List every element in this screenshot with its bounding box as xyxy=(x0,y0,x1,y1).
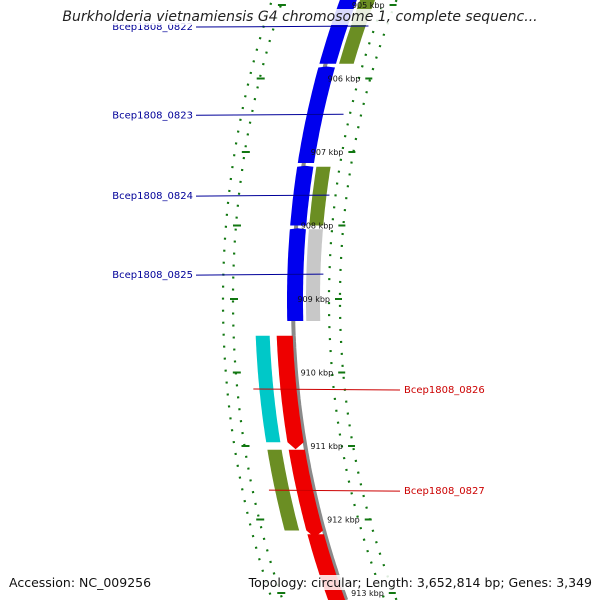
gene-label-leader xyxy=(195,113,344,116)
gene-label-leader xyxy=(253,388,401,391)
ruler-tick-label: 905 kbp xyxy=(352,1,385,10)
accession-text: Accession: NC_009256 xyxy=(9,575,152,590)
dotted-guide-line xyxy=(338,0,398,600)
gc-segment xyxy=(309,166,331,226)
map-title: Burkholderia vietnamiensis G4 chromosome… xyxy=(0,9,600,25)
gene-label-leader xyxy=(195,273,324,276)
cds-feature[interactable] xyxy=(288,449,323,538)
gene-label[interactable]: Bcep1808_0827 xyxy=(404,486,485,497)
ruler-tick-label: 911 kbp xyxy=(310,442,343,451)
cds-feature[interactable] xyxy=(276,335,304,450)
gene-label[interactable]: Bcep1808_0826 xyxy=(404,385,485,396)
gene-label[interactable]: Bcep1808_0822 xyxy=(112,22,193,33)
dotted-guide-line xyxy=(231,0,284,600)
dotted-guides xyxy=(221,0,398,600)
ruler-tick-label: 908 kbp xyxy=(301,222,334,231)
map-title-text: Burkholderia vietnamiensis G4 chromosome… xyxy=(58,9,542,25)
gene-labels: Bcep1808_0822 Bcep1808_0823 Bcep1808_0824 B… xyxy=(112,22,485,497)
ruler-tick-label: 913 kbp xyxy=(351,589,384,598)
ruler: 905 kbp 906 kbp 907 kbp 908 kbp 909 kbp 910 k… xyxy=(230,1,397,598)
gene-label-leader xyxy=(268,489,401,492)
gene-label[interactable]: Bcep1808_0825 xyxy=(112,270,193,281)
ruler-tick-label: 906 kbp xyxy=(328,75,361,84)
gene-label-leader xyxy=(195,25,369,28)
ruler-tick-label: 909 kbp xyxy=(297,295,330,304)
ruler-tick-label: 912 kbp xyxy=(327,516,360,525)
ruler-tick-label: 910 kbp xyxy=(301,369,334,378)
summary-text: Topology: circular; Length: 3,652,814 bp… xyxy=(248,575,592,590)
gc-segment xyxy=(306,229,323,321)
gene-label-leader xyxy=(195,194,330,197)
gene-label[interactable]: Bcep1808_0823 xyxy=(112,110,193,121)
gene-label[interactable]: Bcep1808_0824 xyxy=(112,191,193,202)
ruler-tick-label: 907 kbp xyxy=(311,148,344,157)
